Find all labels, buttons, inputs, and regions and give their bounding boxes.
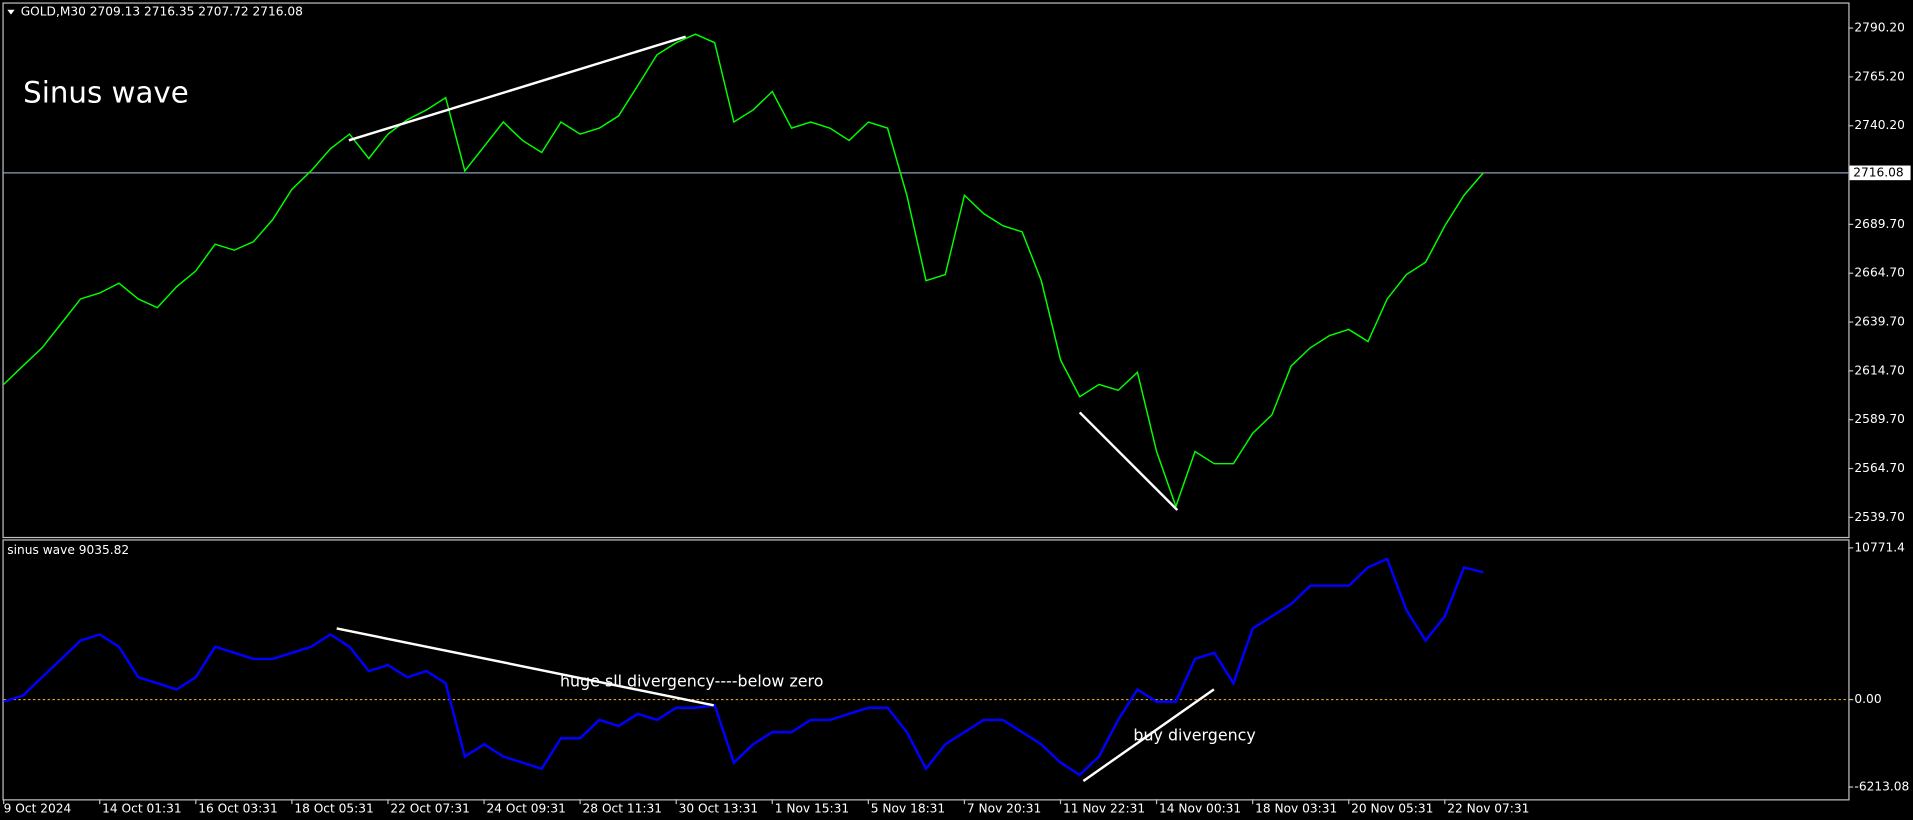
y-tick-label: 2639.70 [1854, 315, 1904, 329]
y-tick-label: 2589.70 [1854, 412, 1904, 426]
y-tick-label: 2740.20 [1854, 118, 1904, 132]
y-tick-label: -6213.08 [1854, 780, 1909, 794]
plots [3, 33, 1849, 777]
x-tick-label: 24 Oct 09:31 [486, 802, 565, 816]
price-panel [2, 2, 1850, 539]
price-label: 2716.08 [1853, 165, 1903, 179]
x-tick-label: 14 Nov 00:31 [1159, 802, 1241, 816]
trend-line [1082, 688, 1215, 782]
trend-lines [336, 35, 1215, 782]
y-tick-label: 0.00 [1854, 692, 1881, 706]
x-tick-label: 30 Oct 13:31 [679, 802, 758, 816]
series-line [3, 557, 1484, 777]
trend-line [348, 35, 687, 142]
x-tick-label: 16 Oct 03:31 [198, 802, 277, 816]
y-tick-label: 2765.20 [1854, 69, 1904, 83]
indicator-panel [2, 539, 1850, 801]
annotation: buy divergency [1133, 725, 1255, 744]
y-tick-label: 10771.4 [1854, 540, 1905, 554]
trend-line [1078, 411, 1179, 511]
x-tick-label: 9 Oct 2024 [4, 802, 72, 816]
trend-line [336, 627, 714, 707]
x-tick-label: 20 Nov 05:31 [1351, 802, 1433, 816]
y-tick-label: 2689.70 [1854, 217, 1904, 231]
x-tick-label: 14 Oct 01:31 [102, 802, 181, 816]
x-tick-label: 22 Oct 07:31 [390, 802, 469, 816]
y-tick-label: 2664.70 [1854, 266, 1904, 280]
x-tick-label: 18 Oct 05:31 [294, 802, 373, 816]
y-tick-label: 2539.70 [1854, 510, 1904, 524]
x-tick-label: 18 Nov 03:31 [1255, 802, 1337, 816]
x-tick-label: 28 Oct 11:31 [583, 802, 662, 816]
series-line [3, 33, 1484, 509]
chart-label: Sinus wave [23, 75, 189, 109]
price-label-box [1849, 165, 1911, 181]
x-tick-label: 5 Nov 18:31 [871, 802, 945, 816]
annotation: huge sll divergency----below zero [560, 672, 823, 691]
menu-triangle[interactable] [7, 9, 15, 15]
symbol-header: GOLD,M30 2709.13 2716.35 2707.72 2716.08 [21, 5, 303, 19]
indicator-title: sinus wave 9035.82 [7, 543, 129, 557]
x-tick-label: 7 Nov 20:31 [967, 802, 1041, 816]
y-tick-label: 2564.70 [1854, 461, 1904, 475]
y-tick-label: 2790.20 [1854, 21, 1904, 35]
x-tick-label: 22 Nov 07:31 [1447, 802, 1529, 816]
x-tick-label: 1 Nov 15:31 [775, 802, 849, 816]
y-tick-label: 2614.70 [1854, 363, 1904, 377]
x-tick-label: 11 Nov 22:31 [1063, 802, 1145, 816]
